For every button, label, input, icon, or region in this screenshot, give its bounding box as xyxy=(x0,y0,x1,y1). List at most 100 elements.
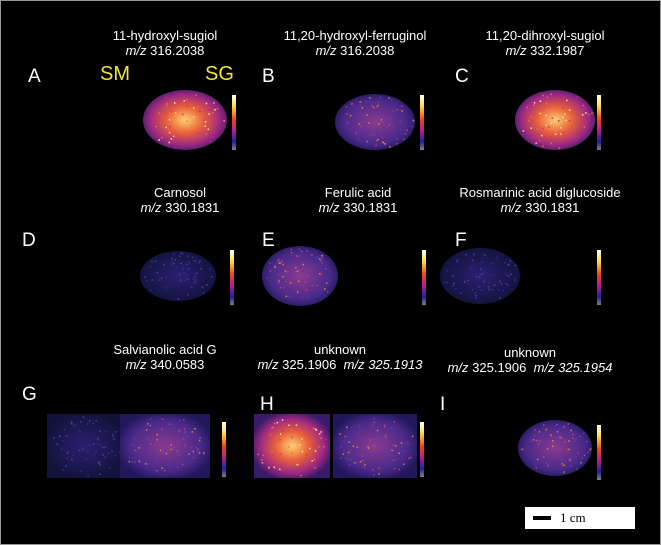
pixel xyxy=(496,256,498,259)
pixel xyxy=(460,292,462,294)
sm-label: SM xyxy=(100,63,130,85)
pixel xyxy=(192,116,195,118)
pixel xyxy=(366,140,369,143)
pixel xyxy=(156,433,158,436)
pixel xyxy=(580,462,582,464)
scale-bar xyxy=(533,516,551,520)
pixel xyxy=(560,95,563,97)
pixel xyxy=(384,434,386,436)
pixel xyxy=(321,254,323,257)
mz-prefix: m/z xyxy=(258,357,279,372)
color-scale xyxy=(420,422,424,477)
pixel xyxy=(538,443,540,445)
pixel xyxy=(322,446,325,448)
pixel xyxy=(200,267,202,270)
pixel xyxy=(351,102,353,105)
pixel xyxy=(453,282,455,284)
pixel xyxy=(359,425,361,428)
pixel xyxy=(165,287,167,289)
pixel xyxy=(326,282,328,284)
pixel xyxy=(104,446,107,449)
pixel xyxy=(282,276,284,278)
pixel xyxy=(170,138,173,140)
pixel xyxy=(279,287,282,289)
pixel xyxy=(269,270,272,272)
pixel xyxy=(186,435,189,438)
pixel xyxy=(149,418,152,420)
pixel xyxy=(380,120,383,123)
pixel xyxy=(302,263,305,266)
pixel xyxy=(285,295,288,298)
pixel xyxy=(356,446,359,448)
mz-line: m/z 316.2038 xyxy=(126,43,205,58)
pixel xyxy=(196,272,198,275)
pixel xyxy=(223,120,225,122)
pixel xyxy=(319,272,321,275)
pixel xyxy=(132,443,134,446)
pixel xyxy=(364,463,366,466)
pixel xyxy=(112,436,115,438)
pixel xyxy=(407,442,409,444)
pixel xyxy=(85,458,88,460)
pixel xyxy=(574,440,577,442)
ms-image xyxy=(515,90,595,150)
pixel xyxy=(191,126,193,128)
pixel xyxy=(558,111,561,113)
pixel xyxy=(209,267,211,270)
pixel xyxy=(393,421,396,423)
pixel xyxy=(483,254,486,256)
pixel xyxy=(161,467,163,469)
pixel xyxy=(109,466,111,469)
pixel xyxy=(478,285,480,288)
pixel xyxy=(385,438,388,441)
pixel xyxy=(541,134,543,137)
pixel xyxy=(167,128,169,130)
pixel xyxy=(179,273,181,276)
mz-value: 332.1987 xyxy=(530,43,584,58)
pixel xyxy=(307,426,310,428)
pixel xyxy=(95,451,97,453)
pixel xyxy=(151,119,154,121)
pixel xyxy=(371,104,373,107)
pixel xyxy=(186,120,188,122)
pixel xyxy=(82,416,85,419)
pixel xyxy=(166,103,168,105)
mz-value: 330.1831 xyxy=(343,200,397,215)
pixel xyxy=(474,292,476,294)
pixel xyxy=(404,132,407,135)
pixel xyxy=(276,421,279,424)
pixel xyxy=(171,441,174,443)
pixel xyxy=(306,454,308,456)
pixel xyxy=(313,467,315,470)
pixel xyxy=(282,263,284,266)
pixel xyxy=(186,105,188,107)
pixel xyxy=(342,453,345,455)
pixel xyxy=(483,280,485,283)
pixel xyxy=(388,97,390,99)
panel-letter: D xyxy=(22,230,36,251)
pixel xyxy=(546,448,549,450)
pixel xyxy=(402,463,405,465)
pixel xyxy=(539,141,541,143)
pixel xyxy=(554,133,557,135)
pixel xyxy=(182,437,185,440)
pixel xyxy=(186,274,188,276)
pixel xyxy=(559,436,561,439)
pixel xyxy=(187,267,190,270)
pixel xyxy=(446,281,448,284)
pixel xyxy=(588,114,590,116)
pixel xyxy=(277,258,280,261)
pixel xyxy=(300,250,303,253)
mz-prefix: m/z xyxy=(534,360,555,375)
pixel xyxy=(154,260,157,262)
ms-image xyxy=(335,94,415,150)
pixel xyxy=(534,429,536,431)
pixel xyxy=(146,280,148,282)
pixel xyxy=(181,99,183,101)
pixel xyxy=(390,427,393,429)
pixel xyxy=(133,438,135,440)
pixel xyxy=(583,432,585,435)
pixel xyxy=(178,454,180,456)
pixel xyxy=(298,248,301,250)
pixel xyxy=(480,289,483,291)
